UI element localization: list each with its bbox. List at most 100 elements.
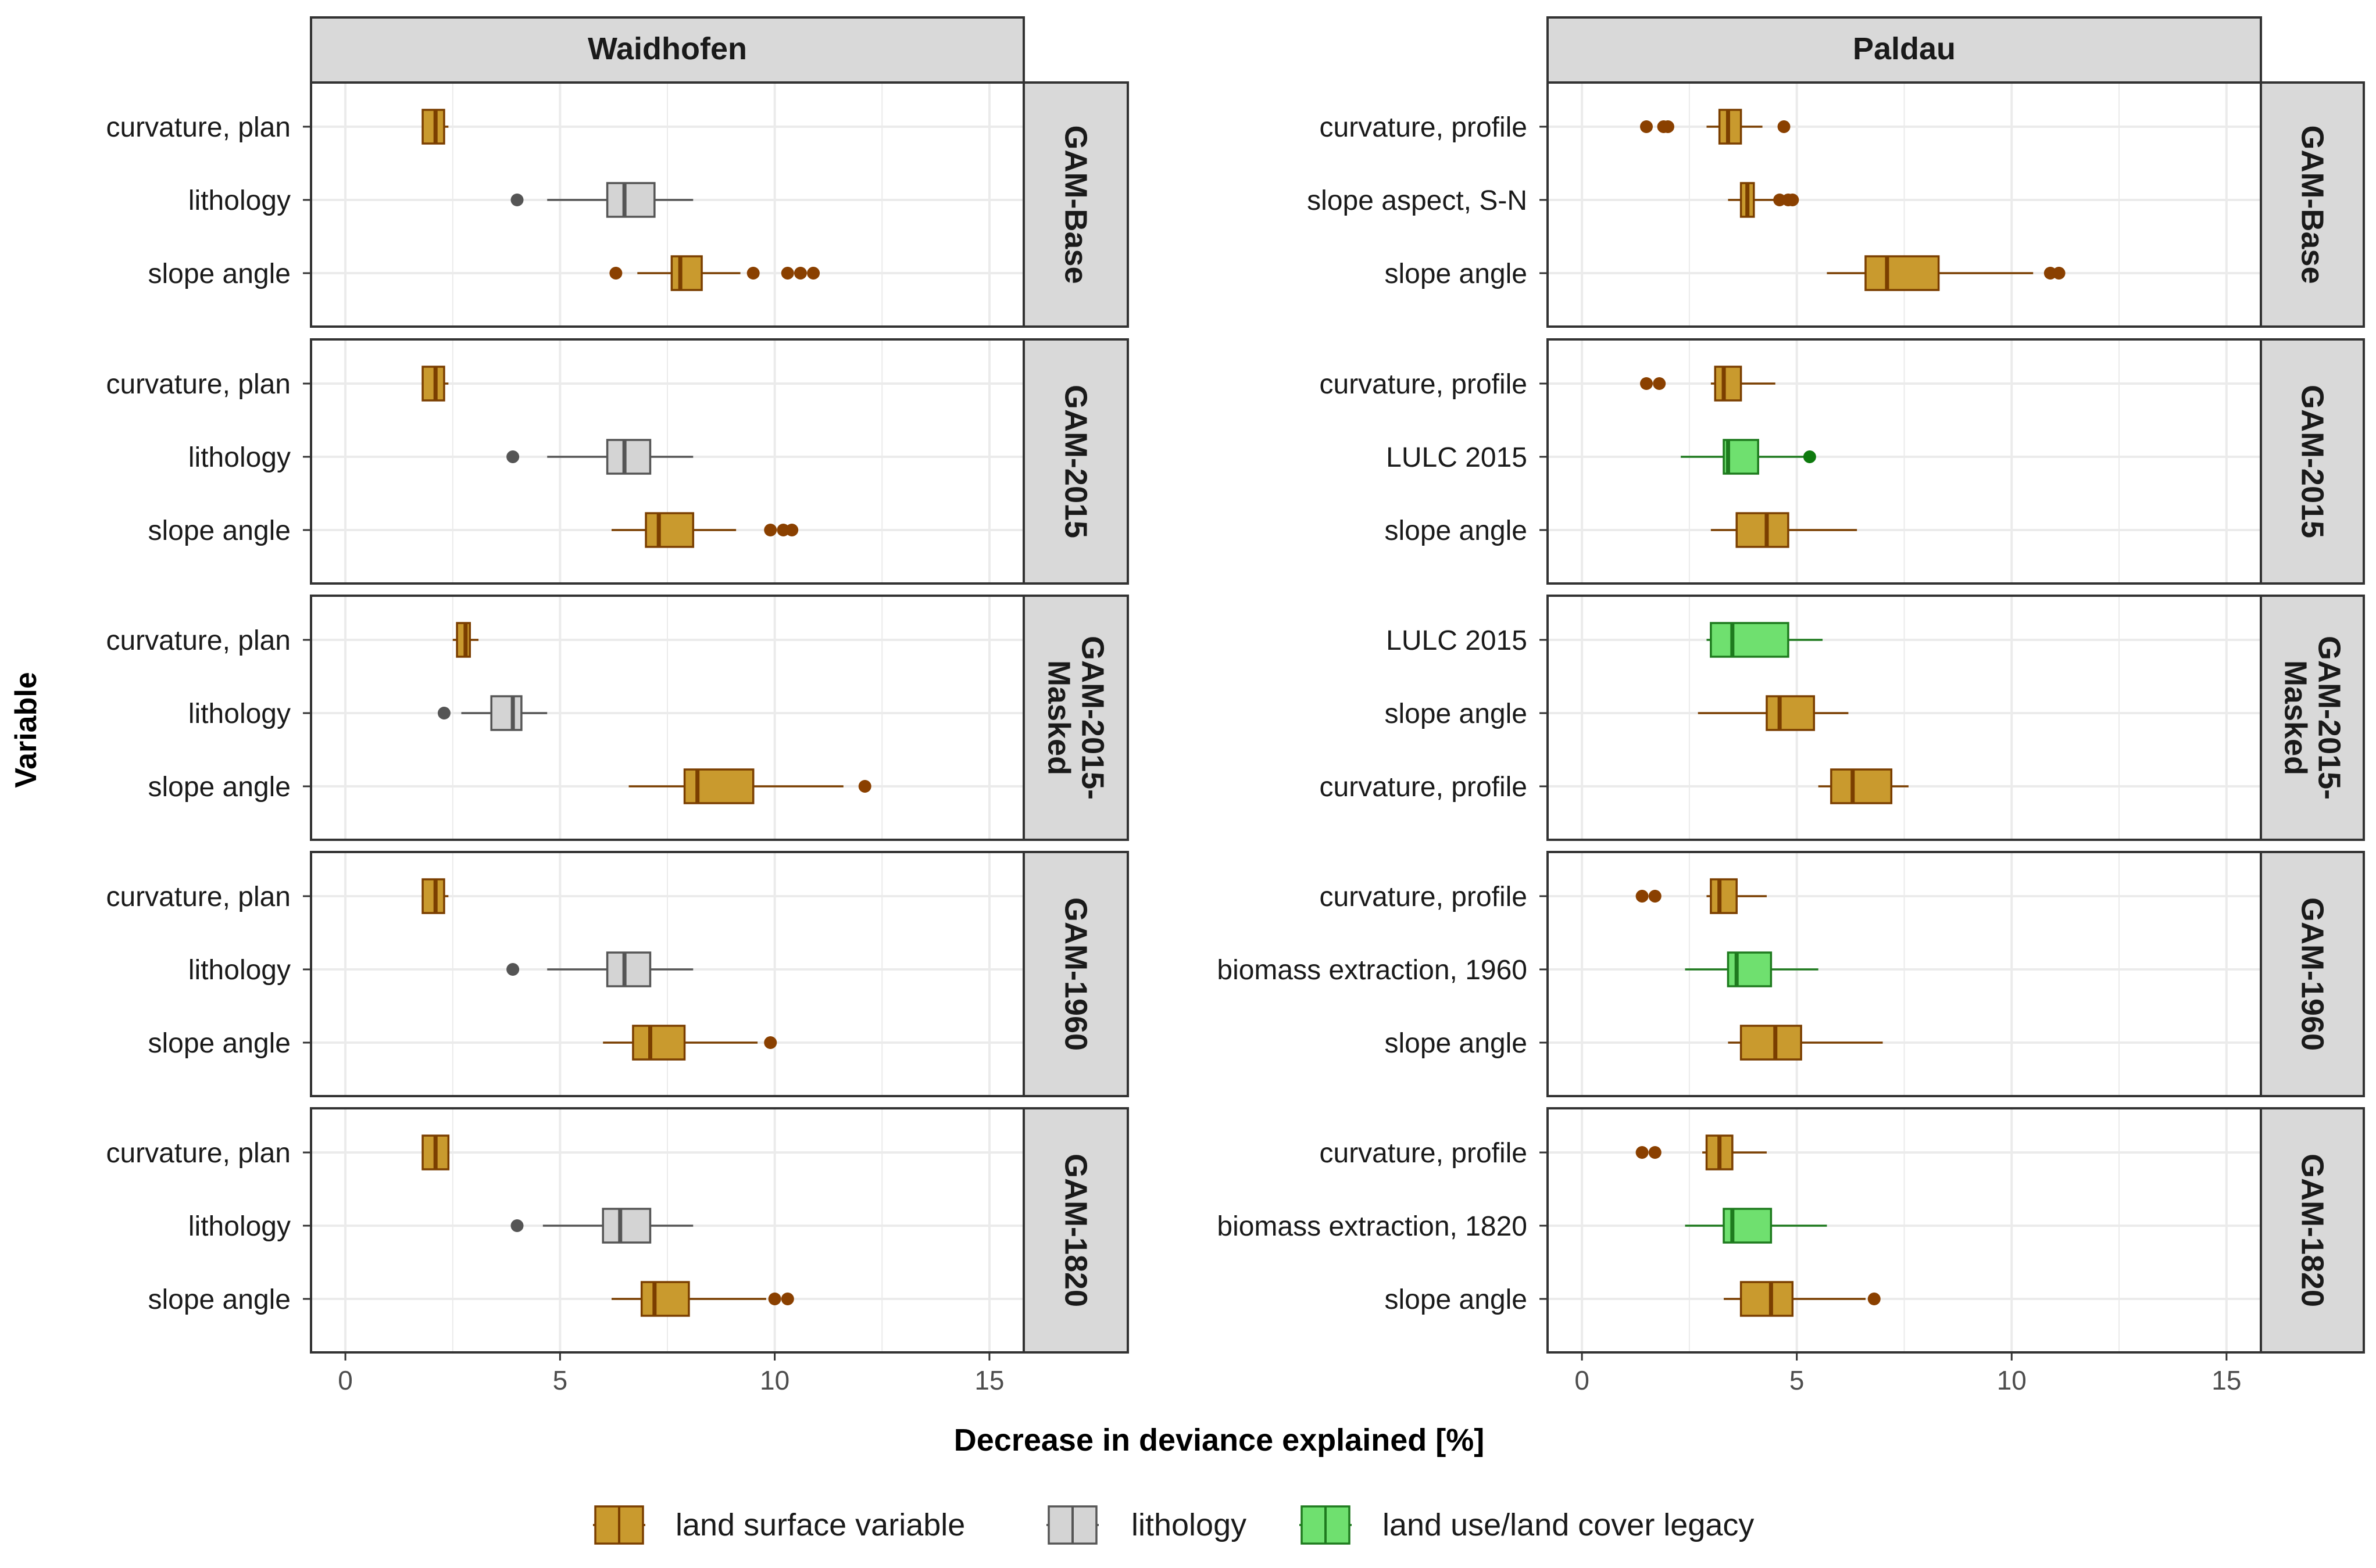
boxplot-item <box>1685 1208 1827 1244</box>
box <box>1766 695 1816 731</box>
box <box>1727 951 1773 987</box>
legend-item-land_surface: land surface variable <box>593 1505 965 1545</box>
x-tick-label: 5 <box>553 1365 568 1395</box>
boxplot-item <box>421 1134 450 1170</box>
box <box>421 366 445 402</box>
row-strip-label: GAM-1960 <box>1059 897 1094 1051</box>
outlier-point <box>1653 377 1666 390</box>
x-tick-label: 15 <box>974 1365 1004 1395</box>
y-tick-label: curvature, profile <box>1320 369 1528 400</box>
outlier-point <box>1648 1146 1662 1159</box>
y-tick-label: lithology <box>188 699 291 729</box>
outlier-point <box>1786 194 1799 206</box>
y-tick-label: curvature, profile <box>1320 772 1528 803</box>
outlier-point <box>1640 120 1653 133</box>
row-strip-label: GAM-2015-Masked <box>1042 636 1110 800</box>
box <box>640 1281 690 1317</box>
outlier-point <box>1635 1146 1649 1159</box>
outlier-point <box>510 194 524 206</box>
row-strip-label-line: GAM-2015 <box>1059 385 1094 538</box>
row-strip-label-line: GAM-1820 <box>2295 1154 2330 1307</box>
y-axis-title: Variable <box>9 672 43 787</box>
box <box>1710 878 1738 914</box>
row-strip-label-line: GAM-2015 <box>2295 385 2330 538</box>
row-strip <box>1023 595 1129 841</box>
outlier-point <box>506 450 520 463</box>
boxplot-item <box>1640 109 1791 145</box>
row-strip-label-line: GAM-1820 <box>1059 1154 1094 1307</box>
y-tick-label: curvature, profile <box>1320 882 1528 912</box>
box <box>1830 768 1893 804</box>
x-tick-label: 0 <box>338 1365 353 1395</box>
y-tick-label: curvature, plan <box>106 369 291 400</box>
y-tick-label: curvature, profile <box>1320 1138 1528 1169</box>
row-strip-label-line: GAM-1960 <box>2295 897 2330 1051</box>
box <box>602 1208 652 1244</box>
outlier-point <box>781 267 794 280</box>
row-strip <box>1023 338 1129 585</box>
row-strip-label: GAM-1820 <box>2295 1154 2330 1307</box>
y-tick-label: slope aspect, S-N <box>1307 185 1527 216</box>
row-strip-label-line: GAM-2015- <box>1076 636 1110 800</box>
box <box>1739 1025 1802 1061</box>
facet-title: Paldau <box>1853 31 1956 66</box>
row-strip-label-line: GAM-Base <box>1059 125 1094 284</box>
boxplot-item <box>1710 512 1857 548</box>
boxplot-item <box>421 878 449 914</box>
boxplot-item <box>1640 366 1775 402</box>
facet-strip-0 <box>310 16 1025 84</box>
row-strip-label-line: GAM-Base <box>2295 125 2330 284</box>
outlier-point <box>768 1293 781 1305</box>
boxplot-item <box>1635 1134 1767 1170</box>
outlier-point <box>746 267 760 280</box>
row-strip-label: GAM-Base <box>2295 125 2330 284</box>
outlier-point <box>437 707 451 719</box>
box <box>1735 512 1789 548</box>
box <box>606 182 656 218</box>
row-strip <box>2260 81 2365 328</box>
boxplot-item <box>421 109 449 145</box>
boxplot-item <box>1818 768 1909 804</box>
boxplot-item <box>603 1025 777 1061</box>
outlier-point <box>1640 377 1653 390</box>
box <box>456 622 471 658</box>
y-tick-label: slope angle <box>1384 1284 1527 1315</box>
row-strip-label-line: Masked <box>2278 660 2313 775</box>
outlier-point <box>1635 890 1649 903</box>
row-strip <box>2260 338 2365 585</box>
box <box>1710 622 1789 658</box>
boxplot-item <box>611 1281 794 1317</box>
x-tick-label: 15 <box>2211 1365 2241 1395</box>
outlier-point <box>764 524 777 536</box>
outlier-point <box>807 267 820 280</box>
boxplot-item <box>611 512 799 548</box>
boxplot-item <box>609 255 820 291</box>
row-strip <box>2260 851 2365 1097</box>
y-tick-label: lithology <box>188 1211 291 1242</box>
outlier-point <box>1777 120 1791 133</box>
boxplot-item <box>506 439 694 475</box>
y-tick-label: curvature, plan <box>106 882 291 912</box>
y-tick-label: slope angle <box>148 772 291 803</box>
y-tick-label: curvature, plan <box>106 112 291 143</box>
box <box>670 255 703 291</box>
row-strip-label: GAM-1820 <box>1059 1154 1094 1307</box>
box <box>421 109 445 145</box>
outlier-point <box>1648 890 1662 903</box>
legend: land surface variable lithology land use/l… <box>593 1505 1754 1545</box>
y-tick-label: slope angle <box>148 1284 291 1315</box>
legend-label: lithology <box>1131 1508 1246 1542</box>
box <box>490 695 523 731</box>
facet-strip-1 <box>1546 16 2262 84</box>
y-tick-label: biomass extraction, 1960 <box>1217 955 1527 986</box>
boxplot-item <box>421 366 449 402</box>
row-strip-label-line: GAM-1960 <box>1059 897 1094 1051</box>
boxplot-item <box>1827 255 2066 291</box>
boxplot-item <box>452 622 479 658</box>
x-tick-label: 5 <box>1789 1365 1805 1395</box>
row-strip <box>2260 1107 2365 1354</box>
x-tick-label: 10 <box>1997 1365 2027 1395</box>
y-tick-label: slope angle <box>148 515 291 546</box>
legend-item-lulc: land use/land cover legacy <box>1299 1505 1754 1545</box>
